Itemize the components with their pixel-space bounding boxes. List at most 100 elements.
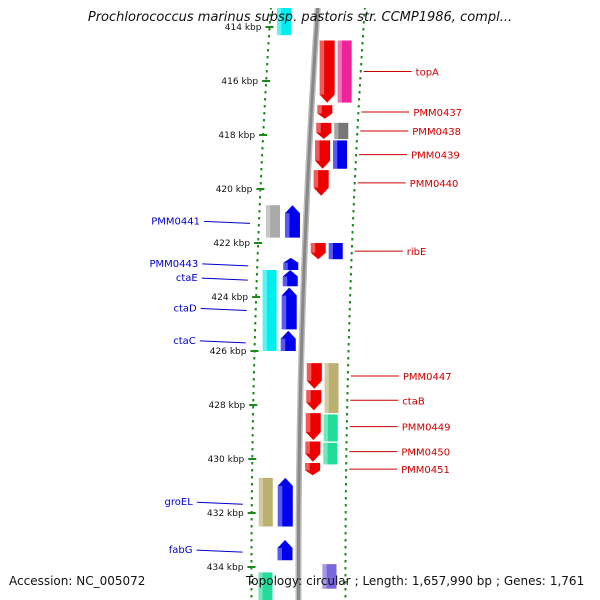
gene-right-label: PMM0439: [411, 151, 460, 162]
cog-left-block-highlight: [277, 0, 282, 36]
gene-right-arrow: [310, 243, 326, 260]
gene-left-arrow: [283, 257, 299, 270]
gene-right-arrow-highlight: [305, 463, 310, 471]
cog-right-block-body: [323, 414, 338, 442]
gene-left-leader: [196, 549, 243, 553]
cog-right-block: [323, 442, 338, 465]
gene-left-arrow-highlight: [282, 276, 288, 287]
gene-right-arrow: [313, 170, 329, 196]
gene-right-arrow-body: [305, 413, 321, 441]
gene-left-arrow: [277, 540, 293, 561]
gene-right-arrow-body: [305, 441, 321, 462]
gene-left-label: PMM0441: [151, 216, 200, 227]
gene-right-arrow: [305, 441, 321, 462]
genome-summary: Topology: circular; Length: 1,657,990 bp; …: [246, 574, 585, 588]
scale-label: 420 kbp: [216, 185, 253, 195]
gene-left-arrow-body: [277, 477, 293, 527]
gene-left-label: groEL: [165, 497, 194, 508]
scale-label: 432 kbp: [207, 509, 244, 519]
gene-right-label: PMM0440: [410, 179, 459, 190]
topology-label: Topology:: [246, 574, 303, 588]
gene-left-arrow: [282, 270, 298, 287]
cog-right-block: [337, 40, 352, 103]
cog-right-block-highlight: [328, 243, 333, 260]
gene-right-label: PMM0437: [413, 108, 462, 119]
cog-left-block-highlight: [258, 572, 263, 600]
gene-left-arrow-highlight: [284, 213, 290, 238]
gene-right-arrow-highlight: [310, 243, 316, 253]
gene-right-arrow-body: [317, 105, 333, 119]
gene-right-arrow-body: [319, 40, 335, 103]
gene-left-leader: [202, 263, 249, 267]
cog-right-block-body: [334, 122, 349, 140]
cog-right-block: [334, 122, 349, 140]
gene-right-label: PMM0449: [402, 423, 451, 434]
cog-right-block-highlight: [333, 140, 338, 169]
gene-right-arrow: [316, 122, 332, 140]
gene-left-arrow-highlight: [283, 262, 288, 270]
scale-label: 434 kbp: [207, 563, 244, 573]
gene-left-leader: [196, 501, 243, 505]
gene-right-label: PMM0450: [401, 448, 450, 459]
backbone: [297, 0, 320, 600]
gene-left-leader: [199, 340, 246, 344]
cog-right-block: [324, 363, 339, 414]
gene-right-label: PMM0447: [403, 372, 452, 383]
gene-right-arrow-highlight: [315, 140, 320, 161]
gene-right-arrow-highlight: [306, 363, 312, 381]
cog-left-block: [258, 477, 273, 527]
gene-right-arrow: [319, 40, 335, 103]
scale-label: 424 kbp: [211, 293, 248, 303]
gene-right-arrow-highlight: [305, 441, 310, 454]
cog-right-block-highlight: [337, 40, 342, 103]
gene-left-arrow: [280, 330, 296, 351]
topology-value: circular: [306, 574, 351, 588]
gene-right-arrow-highlight: [305, 413, 311, 433]
gene-left-arrow: [277, 477, 293, 527]
gene-left-label: fabG: [169, 545, 193, 556]
length-value: 1,657,990 bp: [411, 574, 493, 588]
cog-left-block-highlight: [262, 270, 267, 351]
gene-left-arrow-body: [281, 287, 297, 330]
cog-right-block-body: [337, 40, 352, 103]
cog-left-block: [265, 205, 280, 238]
gene-right-arrow-body: [305, 463, 321, 476]
gene-right-arrow: [315, 140, 331, 169]
genes-value: 1,761: [549, 574, 585, 588]
gene-left-arrow-body: [282, 270, 298, 287]
gene-left-arrow: [281, 287, 297, 330]
scale-label: 428 kbp: [209, 401, 246, 411]
scale-label: 422 kbp: [213, 239, 250, 249]
gene-left-leader: [200, 307, 247, 311]
cog-left-block: [258, 572, 273, 600]
gene-right-arrow-highlight: [313, 170, 319, 188]
scale-label: 430 kbp: [208, 455, 245, 465]
cog-right-block-body: [323, 442, 338, 465]
gene-right-arrow: [305, 463, 321, 476]
gene-right-arrow-body: [306, 363, 322, 389]
cog-right-block: [328, 243, 343, 260]
accession-label: Accession: NC_005072: [9, 574, 146, 588]
cog-left-block-highlight: [265, 205, 271, 238]
gene-right-arrow: [317, 105, 333, 119]
gene-left-label: ctaC: [173, 336, 196, 347]
cog-left-block-body: [258, 572, 273, 600]
length-label: Length:: [362, 574, 408, 588]
gene-right-arrow: [305, 413, 321, 441]
gene-left-label: PMM0443: [150, 259, 199, 270]
cog-right-block-body: [328, 243, 343, 260]
gene-left-arrow-body: [277, 540, 293, 561]
scale-label: 416 kbp: [221, 77, 258, 87]
genes-label: Genes:: [503, 574, 546, 588]
gene-left-arrow-highlight: [277, 548, 282, 561]
gene-right-arrow-highlight: [306, 390, 311, 403]
cog-right-block: [333, 140, 348, 169]
gene-right-label: ctaB: [402, 396, 425, 407]
title-backdrop: [0, 0, 600, 8]
gene-right-arrow-body: [313, 170, 329, 196]
gene-right-arrow: [306, 390, 322, 411]
gene-left-leader: [201, 277, 248, 281]
gene-left-arrow-body: [284, 205, 300, 238]
cog-right-block: [323, 414, 338, 442]
